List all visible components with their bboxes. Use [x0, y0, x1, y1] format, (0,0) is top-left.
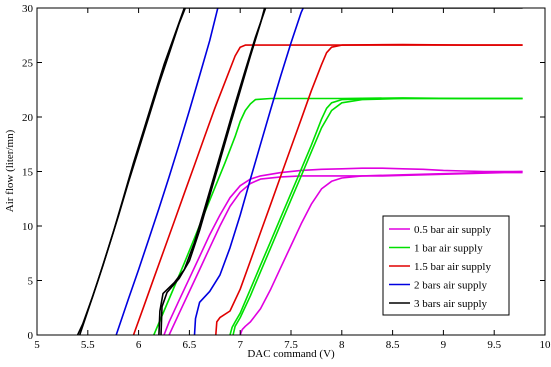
- legend-label: 1 bar air supply: [414, 243, 483, 255]
- y-tick-label: 10: [22, 221, 34, 233]
- x-tick-label: 10: [540, 339, 551, 351]
- series-line: [160, 8, 266, 335]
- series-line: [163, 167, 523, 335]
- x-tick-label: 8.5: [386, 339, 400, 351]
- series-layer: [76, 8, 523, 335]
- x-tick-label: 9: [441, 339, 447, 351]
- legend-label: 3 bars air supply: [414, 298, 488, 310]
- series-group: [76, 8, 523, 335]
- series-group: [115, 8, 304, 335]
- x-axis-title: DAC command (V): [247, 348, 335, 360]
- series-group: [132, 43, 523, 335]
- series-line: [239, 170, 523, 335]
- legend: 0.5 bar air supply 1 bar air supply 1.5 ba…: [382, 215, 510, 316]
- series-line: [78, 8, 187, 335]
- x-tick-label: 5: [34, 339, 40, 351]
- y-tick-label: 5: [28, 276, 34, 288]
- y-tick-label: 20: [22, 112, 34, 124]
- legend-label: 0.5 bar air supply: [414, 224, 491, 236]
- series-line: [215, 44, 523, 335]
- x-tick-label: 6: [136, 339, 142, 351]
- legend-label: 2 bars air supply: [414, 280, 488, 292]
- y-tick-label: 0: [28, 330, 34, 342]
- y-axis-title: Air flow (liter/mn): [4, 129, 16, 212]
- x-tick-label: 7.5: [284, 339, 298, 351]
- legend-label: 1.5 bar air supply: [414, 261, 491, 273]
- series-line: [115, 8, 219, 335]
- y-tick-label: 15: [22, 167, 34, 179]
- x-tick-label: 6.5: [183, 339, 197, 351]
- series-line: [193, 8, 304, 335]
- x-tick-label: 9.5: [487, 339, 501, 351]
- y-tick-label: 25: [22, 58, 34, 70]
- series-line: [232, 97, 523, 335]
- series-line: [153, 97, 523, 335]
- x-tick-label: 7: [237, 339, 243, 351]
- series-line: [229, 97, 523, 335]
- series-group: [163, 167, 523, 335]
- y-tick-label: 30: [22, 3, 34, 15]
- series-group: [153, 97, 523, 335]
- x-tick-label: 8: [339, 339, 345, 351]
- x-tick-label: 5.5: [81, 339, 95, 351]
